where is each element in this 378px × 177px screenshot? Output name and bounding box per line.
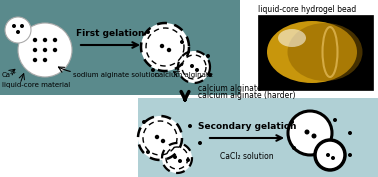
Circle shape [206,54,210,58]
Circle shape [53,38,57,42]
Circle shape [151,68,155,72]
Text: Secondary gelation: Secondary gelation [198,122,296,131]
Bar [0,0,240,95]
Circle shape [146,30,150,34]
Circle shape [20,24,24,28]
Text: liquid-core material: liquid-core material [2,82,70,88]
Circle shape [33,48,37,52]
Text: CaCl₂ solution: CaCl₂ solution [220,152,274,161]
Circle shape [198,141,202,145]
Circle shape [195,68,199,72]
Text: First gelation: First gelation [76,29,144,38]
Text: liquid-core hydrogel bead: liquid-core hydrogel bead [258,5,356,14]
Circle shape [16,30,20,34]
Circle shape [326,153,330,157]
Circle shape [348,153,352,157]
Ellipse shape [278,29,306,47]
Circle shape [33,58,37,62]
Circle shape [178,51,210,83]
Circle shape [33,38,37,42]
Circle shape [331,156,335,160]
Circle shape [208,73,212,77]
Circle shape [146,150,150,154]
Circle shape [173,155,177,159]
Circle shape [348,131,352,135]
Circle shape [141,23,189,71]
Circle shape [5,17,31,43]
Circle shape [167,48,171,52]
Bar [258,15,373,90]
Circle shape [155,135,159,139]
Circle shape [18,23,72,77]
Circle shape [190,64,194,68]
Circle shape [305,130,310,135]
Circle shape [188,124,192,128]
Text: calcium alginate (harder): calcium alginate (harder) [198,91,296,100]
Circle shape [12,24,16,28]
Text: calcium alginate: calcium alginate [198,84,262,93]
Bar [138,98,378,177]
Circle shape [43,58,47,62]
Circle shape [138,116,182,160]
Circle shape [162,143,192,173]
Circle shape [180,40,184,44]
Circle shape [53,48,57,52]
Text: sodium alginate solution: sodium alginate solution [73,72,159,78]
Circle shape [290,120,294,124]
Text: calcium alginate: calcium alginate [155,72,213,78]
Circle shape [288,111,332,155]
Circle shape [43,48,47,52]
Circle shape [186,158,190,162]
Text: Ca²⁺: Ca²⁺ [2,72,18,78]
Ellipse shape [288,23,363,81]
Circle shape [142,120,146,124]
Ellipse shape [267,21,357,83]
Circle shape [292,146,296,150]
Circle shape [311,133,316,138]
Circle shape [161,139,165,143]
Circle shape [160,44,164,48]
Circle shape [333,118,337,122]
Circle shape [315,140,345,170]
Circle shape [178,159,182,163]
Circle shape [43,38,47,42]
